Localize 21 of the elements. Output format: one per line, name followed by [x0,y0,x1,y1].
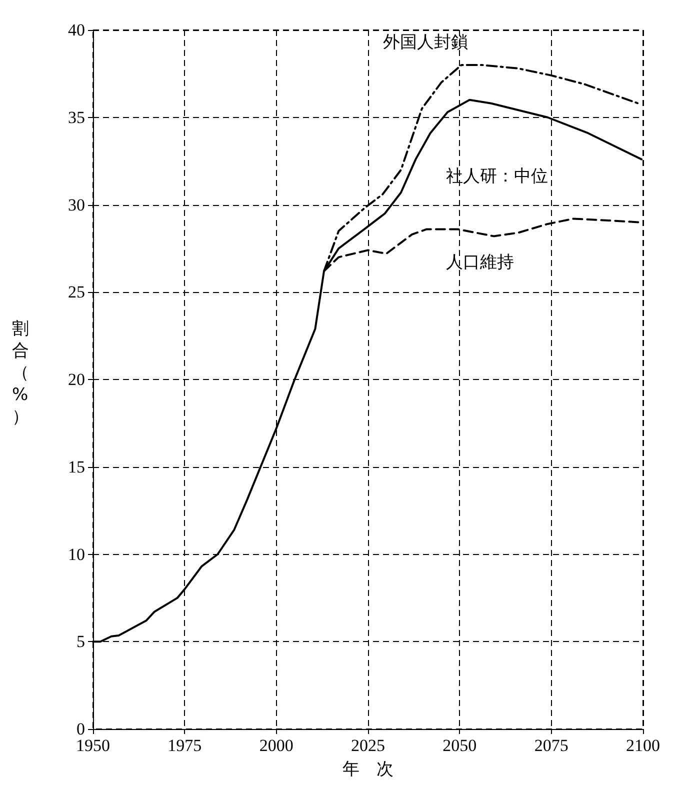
x-tick-label: 1975 [168,736,202,755]
y-tick-label: 35 [68,108,85,127]
y-tick-label: 10 [68,544,85,564]
x-tick-label: 2000 [259,736,294,755]
y-tick-label: 25 [68,282,85,302]
x-tick-label: 1950 [76,736,110,755]
y-tick-label: 5 [76,632,85,652]
y-tick-label: 0 [76,720,85,738]
y-tick-label: 20 [68,370,85,389]
y-tick-label: 30 [68,195,85,214]
y-tick-label: 15 [68,457,85,476]
x-axis-title: 年 次 [342,760,394,780]
x-tick-label: 2100 [626,736,660,755]
x-tick-label: 2075 [534,736,568,755]
x-tick-label: 2050 [442,736,477,755]
y-tick-label: 40 [68,20,85,40]
annotation: 外国人封鎖 [383,32,468,52]
annotation: 社人研：中位 [446,166,548,186]
x-tick-label: 2025 [351,736,385,755]
annotation: 人口維持 [446,252,514,272]
y-axis-title: 割合（%） [12,319,29,427]
